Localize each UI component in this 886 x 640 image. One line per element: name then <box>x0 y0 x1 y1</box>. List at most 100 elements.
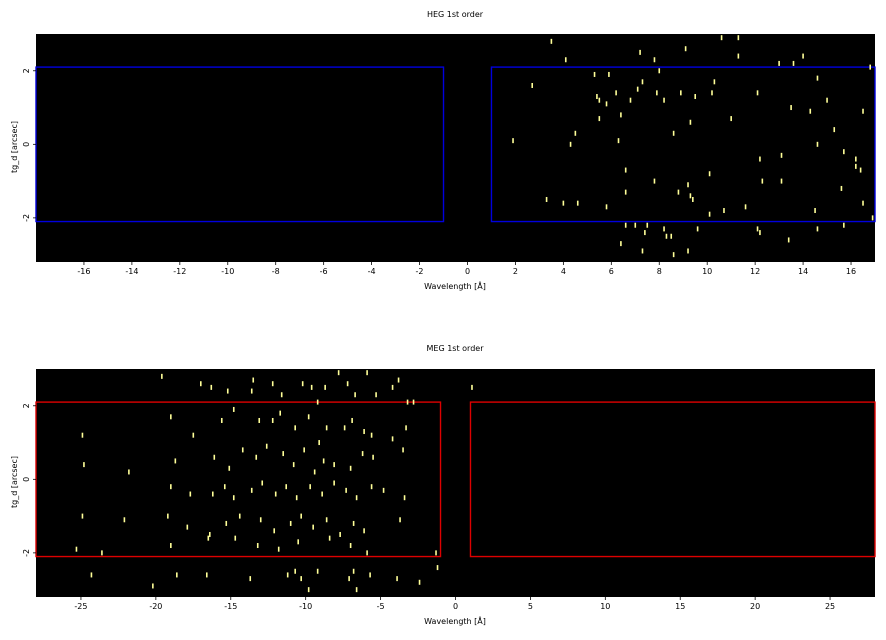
meg-y-tick-label: 2 <box>22 403 31 408</box>
meg-event-point <box>223 484 226 490</box>
meg-event-point <box>396 576 398 582</box>
meg-event-point <box>391 384 394 390</box>
heg-x-tick-label: 14 <box>798 267 808 276</box>
meg-event-point <box>301 381 304 387</box>
meg-event-point <box>307 587 310 593</box>
meg-event-point <box>228 465 231 471</box>
meg-event-point <box>318 440 320 446</box>
heg-event-point <box>624 189 627 195</box>
heg-event-point <box>689 193 692 199</box>
meg-event-point <box>354 392 356 398</box>
heg-event-point <box>641 79 644 85</box>
meg-y-tick-label: -2 <box>22 549 31 557</box>
meg-event-point <box>363 429 365 435</box>
heg-x-tick-label: -4 <box>368 267 376 276</box>
meg-event-point <box>391 436 394 442</box>
meg-event-point <box>313 469 316 475</box>
heg-event-point <box>689 119 692 125</box>
heg-event-point <box>862 108 864 114</box>
heg-event-point <box>598 116 601 122</box>
heg-x-tick-label: -2 <box>416 267 424 276</box>
heg-y-tick-label: 0 <box>22 142 31 147</box>
meg-event-point <box>372 454 374 460</box>
heg-x-tick-label: -16 <box>77 267 90 276</box>
meg-event-point <box>261 480 264 486</box>
heg-event-point <box>629 97 632 103</box>
heg-title: HEG 1st order <box>427 10 484 19</box>
meg-event-point <box>174 458 177 464</box>
heg-event-point <box>605 204 608 210</box>
meg-region-2 <box>469 401 876 558</box>
heg-x-tick-label: 16 <box>846 267 856 276</box>
heg-x-tick-label: -14 <box>125 267 138 276</box>
heg-event-point <box>653 178 656 184</box>
meg-event-point <box>294 568 296 574</box>
heg-event-point <box>672 252 675 258</box>
heg-event-point <box>620 112 622 118</box>
meg-event-point <box>81 513 84 519</box>
meg-event-point <box>277 546 280 552</box>
heg-event-point <box>562 200 565 206</box>
heg-x-tick-label: 0 <box>465 267 470 276</box>
heg-event-point <box>871 215 874 221</box>
heg-event-point <box>737 53 740 59</box>
meg-event-point <box>333 480 335 486</box>
heg-event-point <box>692 196 694 202</box>
meg-event-point <box>123 517 126 523</box>
meg-event-point <box>349 465 352 471</box>
meg-event-point <box>282 451 285 457</box>
meg-event-point <box>208 531 211 537</box>
heg-event-point <box>672 130 675 136</box>
meg-event-point <box>271 381 274 387</box>
meg-event-point <box>349 543 352 549</box>
heg-event-point <box>759 156 761 162</box>
meg-event-point <box>370 484 373 490</box>
heg-event-point <box>576 200 579 206</box>
heg-event-point <box>756 90 759 96</box>
heg-event-point <box>723 208 725 214</box>
meg-event-point <box>366 370 368 376</box>
heg-event-point <box>670 233 673 239</box>
heg-event-point <box>663 97 665 103</box>
meg-event-point <box>310 384 313 390</box>
meg-event-point <box>101 550 103 556</box>
meg-event-point <box>294 425 296 431</box>
heg-event-point <box>663 226 665 232</box>
heg-x-tick-label: 10 <box>702 267 712 276</box>
heg-event-point <box>756 226 759 232</box>
heg-event-point <box>761 178 764 184</box>
meg-event-point <box>207 535 210 541</box>
meg-event-point <box>352 568 355 574</box>
meg-x-tick-label: 10 <box>600 602 610 611</box>
meg-event-point <box>324 384 326 390</box>
heg-event-point <box>620 241 622 247</box>
meg-event-point <box>170 414 172 420</box>
heg-event-point <box>833 127 836 133</box>
heg-event-point <box>680 90 682 96</box>
meg-event-point <box>321 491 323 497</box>
heg-event-point <box>869 64 872 70</box>
meg-event-point <box>83 462 85 468</box>
meg-event-point <box>355 495 358 501</box>
meg-event-point <box>435 550 437 556</box>
heg-event-point <box>653 57 656 63</box>
meg-event-point <box>279 410 282 416</box>
heg-x-tick-label: 8 <box>657 267 662 276</box>
heg-event-point <box>840 185 843 191</box>
heg-region-2 <box>490 66 876 223</box>
heg-event-point <box>816 75 819 81</box>
heg-event-point <box>816 141 819 147</box>
heg-event-point <box>636 86 639 92</box>
meg-event-point <box>333 462 335 468</box>
meg-event-point <box>250 487 253 493</box>
meg-y-axis-label: tg_d [arcsec] <box>10 456 19 508</box>
meg-event-point <box>249 576 252 582</box>
meg-event-point <box>361 451 364 457</box>
heg-event-point <box>624 167 627 173</box>
meg-event-point <box>352 520 355 526</box>
heg-event-point <box>658 68 661 74</box>
heg-event-point <box>787 237 790 243</box>
heg-event-point <box>687 248 689 254</box>
meg-event-point <box>292 462 295 468</box>
heg-event-point <box>639 49 641 55</box>
